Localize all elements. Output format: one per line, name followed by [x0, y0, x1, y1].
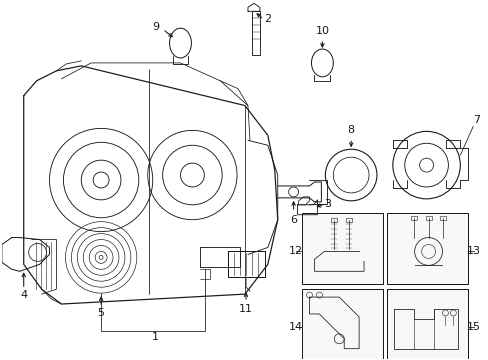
Bar [440, 216, 446, 220]
Text: 2: 2 [264, 14, 271, 24]
Bar [301, 289, 382, 360]
Text: 6: 6 [289, 215, 297, 225]
Text: 15: 15 [466, 322, 480, 332]
Bar [301, 213, 382, 284]
Text: 12: 12 [288, 247, 302, 256]
Text: 4: 4 [20, 290, 27, 300]
Bar [346, 218, 351, 222]
Text: 11: 11 [239, 304, 252, 314]
Text: 14: 14 [288, 322, 302, 332]
Text: 9: 9 [152, 22, 159, 32]
Text: 5: 5 [98, 308, 104, 318]
Text: 1: 1 [152, 332, 159, 342]
Text: 3: 3 [323, 199, 330, 209]
Bar [251, 11, 259, 55]
Text: 13: 13 [466, 247, 480, 256]
Text: 10: 10 [315, 26, 329, 36]
Bar [386, 213, 468, 284]
Bar [331, 218, 337, 222]
Bar [386, 289, 468, 360]
Text: 8: 8 [347, 125, 354, 135]
Bar [425, 216, 431, 220]
Bar [410, 216, 416, 220]
Text: 7: 7 [472, 116, 479, 126]
